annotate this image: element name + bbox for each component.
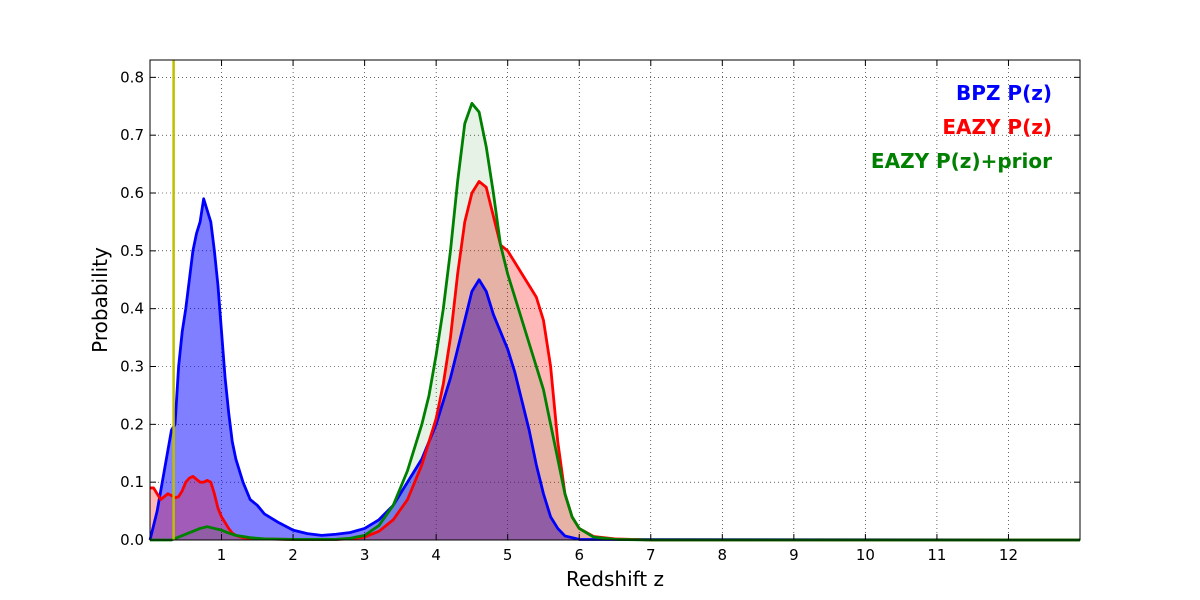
y-tick-label: 0.6 bbox=[120, 184, 144, 202]
plot-background bbox=[150, 60, 1080, 540]
x-tick-label: 11 bbox=[927, 546, 946, 564]
x-tick-label: 5 bbox=[503, 546, 513, 564]
ticks: 1 2 3 4 5 6 7 8 9 10 11 120.00.10.20.30.40.50.60.70… bbox=[120, 60, 1080, 564]
legend-entry: BPZ P(z) bbox=[956, 81, 1052, 105]
legend: BPZ P(z) EAZY P(z) EAZY P(z)+prior bbox=[871, 81, 1052, 173]
y-tick-label: 0.0 bbox=[120, 531, 144, 549]
x-tick-label: 7 bbox=[646, 546, 656, 564]
legend-entry: EAZY P(z) bbox=[942, 115, 1052, 139]
y-tick-label: 0.1 bbox=[120, 473, 144, 491]
x-tick-label: 4 bbox=[431, 546, 441, 564]
y-tick-label: 0.2 bbox=[120, 415, 144, 433]
x-tick-label: 8 bbox=[718, 546, 728, 564]
plot-frame bbox=[149, 59, 1081, 541]
x-tick-label: 2 bbox=[288, 546, 298, 564]
y-axis-label: Probability bbox=[88, 247, 112, 353]
legend-entry: EAZY P(z)+prior bbox=[871, 149, 1052, 173]
y-tick-label: 0.7 bbox=[120, 126, 144, 144]
x-tick-label: 1 bbox=[217, 546, 227, 564]
y-tick-label: 0.8 bbox=[120, 68, 144, 86]
x-axis-label: Redshift z bbox=[566, 567, 664, 591]
x-tick-label: 12 bbox=[999, 546, 1018, 564]
series-fills bbox=[150, 103, 1080, 541]
y-tick-label: 0.4 bbox=[120, 300, 144, 318]
x-tick-label: 10 bbox=[856, 546, 875, 564]
y-tick-label: 0.3 bbox=[120, 358, 144, 376]
x-tick-label: 9 bbox=[789, 546, 799, 564]
y-tick-label: 0.5 bbox=[120, 242, 144, 260]
x-tick-label: 3 bbox=[360, 546, 370, 564]
series-line-2 bbox=[150, 101, 1080, 542]
series-fill-0 bbox=[150, 198, 1080, 541]
series-line-0 bbox=[148, 197, 1081, 542]
grid bbox=[150, 60, 1080, 541]
x-tick-label: 6 bbox=[574, 546, 584, 564]
